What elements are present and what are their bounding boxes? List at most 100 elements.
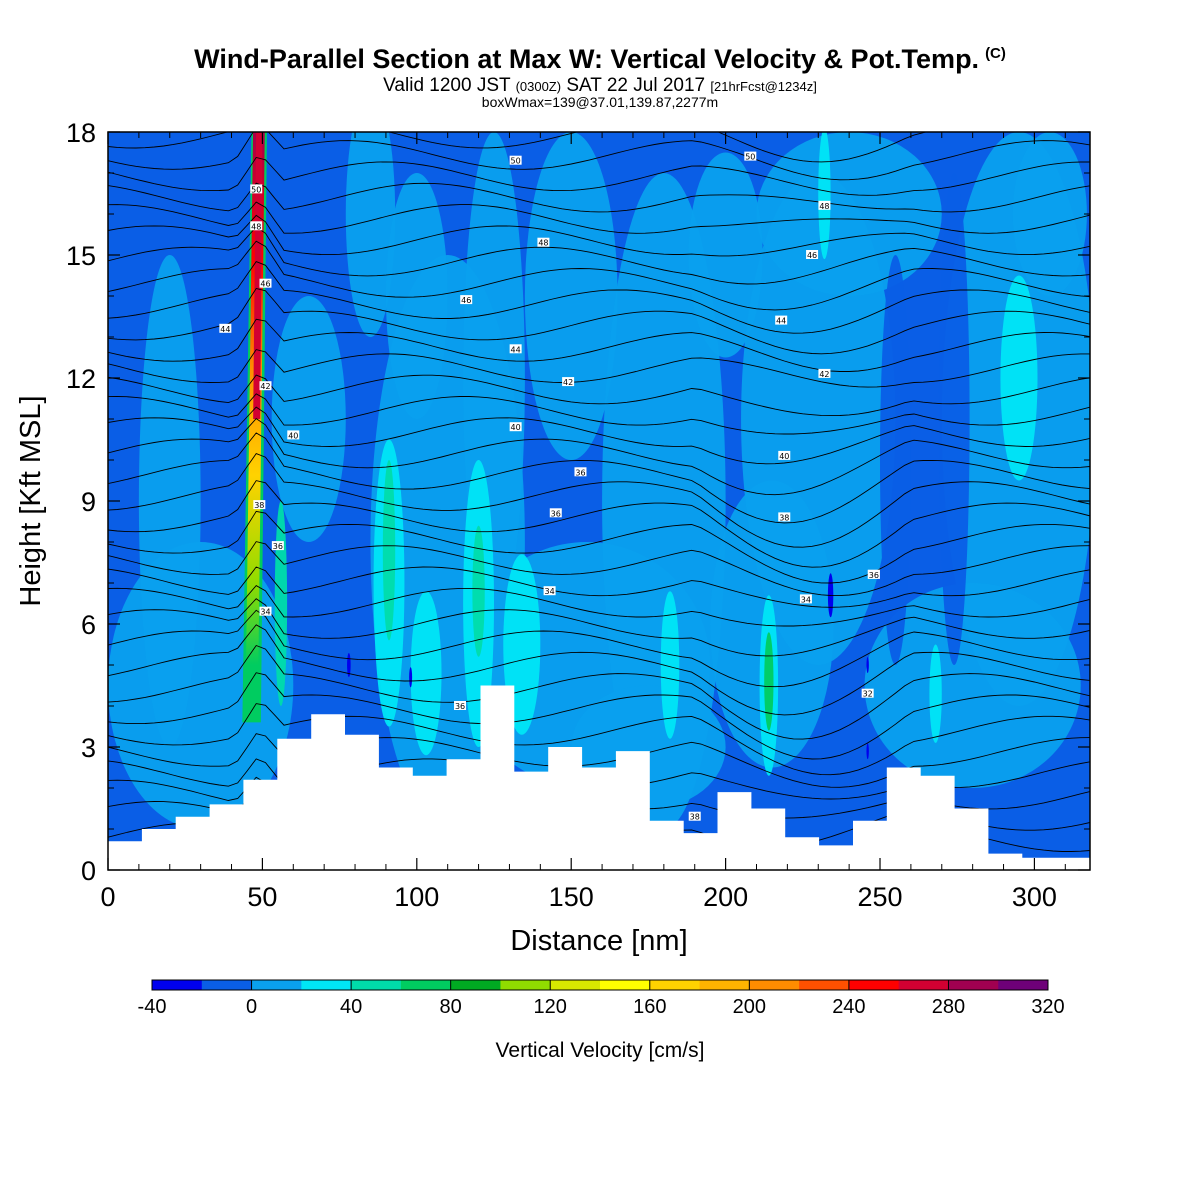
- colorbar-swatch: [600, 980, 651, 990]
- contour-label-text: 46: [260, 280, 270, 289]
- y-tick-label: 3: [81, 733, 96, 763]
- contour-label: 40: [287, 430, 300, 440]
- contour-label: 50: [744, 151, 757, 162]
- x-tick-label: 200: [703, 882, 748, 912]
- contour-label-bg: [806, 250, 819, 259]
- contour-label: 48: [537, 237, 550, 248]
- contour-label-bg: [259, 381, 272, 391]
- velocity-region: [472, 525, 485, 657]
- velocity-region: [880, 255, 911, 665]
- contour-label: 38: [778, 512, 791, 522]
- contour-label: 46: [259, 278, 272, 289]
- title-text: Wind-Parallel Section at Max W: Vertical…: [194, 44, 980, 74]
- contour-labels: 50 50 50 48 48 48 46 46 46 44 44 44 42 42 42 40 40 40 38 38…: [219, 151, 880, 822]
- colorbar-label: 0: [246, 996, 257, 1018]
- contour-label-bg: [253, 500, 266, 510]
- contour-label-text: 32: [863, 690, 873, 699]
- contour-label: 38: [253, 500, 266, 510]
- contour-label: 44: [509, 344, 522, 354]
- velocity-region: [385, 173, 448, 419]
- theta-contour-line: [108, 432, 1090, 524]
- contour-label-bg: [688, 811, 701, 821]
- contour-label-text: 34: [260, 608, 270, 617]
- contour-label-text: 40: [288, 431, 298, 440]
- theta-contour-line: [108, 585, 1090, 627]
- updraft-max: [253, 132, 263, 419]
- subtitle-zulu: (0300Z): [515, 79, 562, 94]
- velocity-region: [345, 132, 396, 337]
- theta-contour-line: [108, 226, 1090, 285]
- contour-label-text: 36: [869, 571, 879, 580]
- theta-contour-line: [108, 624, 1090, 716]
- colorbar-swatch: [152, 980, 203, 990]
- contour-label-text: 40: [511, 423, 521, 432]
- theta-contour-line: [108, 132, 1090, 181]
- contour-label-text: 36: [455, 702, 465, 711]
- theta-contour-line: [108, 261, 1090, 334]
- contour-label-text: 40: [779, 452, 789, 461]
- colorbar-label: 200: [733, 996, 766, 1018]
- contour-label-text: 44: [220, 325, 230, 334]
- contour-label-text: 42: [563, 378, 573, 387]
- y-tick-label: 9: [81, 487, 96, 517]
- contour-label-text: 38: [254, 501, 264, 510]
- colorbar-swatch: [301, 980, 352, 990]
- contour-label: 36: [549, 508, 562, 518]
- colorbar-label: 160: [633, 996, 666, 1018]
- velocity-region: [271, 296, 346, 542]
- velocity-region: [1012, 132, 1087, 296]
- contour-label: 48: [250, 221, 263, 231]
- contour-label: 44: [775, 315, 788, 326]
- theta-contour-line: [108, 480, 1090, 568]
- colorbar-swatch: [898, 980, 949, 990]
- contour-label: 34: [799, 594, 812, 604]
- contour-label: 40: [778, 450, 791, 461]
- velocity-region: [864, 583, 1081, 788]
- x-tick-label: 100: [394, 882, 439, 912]
- theta-contour-line: [108, 733, 1090, 788]
- contour-label-bg: [818, 368, 831, 378]
- contour-label-bg: [509, 344, 522, 354]
- colorbar-swatch: [201, 980, 253, 990]
- x-tick-label: 250: [857, 882, 902, 912]
- contour-label-bg: [543, 586, 556, 596]
- terrain: [108, 685, 1090, 870]
- contour-label-bg: [509, 422, 522, 432]
- colorbar-label: 120: [534, 996, 567, 1018]
- velocity-region: [660, 591, 680, 739]
- contour-label-text: 48: [251, 222, 261, 231]
- contour-label: 36: [454, 701, 467, 711]
- contour-label-bg: [460, 295, 473, 305]
- velocity-region: [756, 132, 942, 296]
- colorbar: -40 0 40 80 120 160 200 240 280 320: [138, 979, 1065, 1018]
- contour-label-text: 34: [544, 587, 554, 596]
- contour-label-bg: [219, 323, 232, 333]
- theta-contour-line: [108, 201, 1090, 234]
- contour-label-bg: [778, 450, 791, 460]
- contour-label-text: 36: [551, 509, 561, 518]
- colorbar-swatch: [251, 980, 302, 990]
- chart-title: Wind-Parallel Section at Max W: Vertical…: [0, 44, 1200, 75]
- theta-contour-line: [108, 541, 1090, 597]
- colorbar-label: 40: [340, 996, 362, 1018]
- theta-contour-line: [108, 240, 1090, 311]
- contour-label-text: 50: [251, 185, 261, 194]
- theta-contour-line: [108, 214, 1090, 257]
- theta-contour-line: [108, 598, 1090, 657]
- contour-label-bg: [454, 701, 467, 710]
- subtitle-forecast: [21hrFcst@1234z]: [710, 79, 817, 94]
- contour-label-bg: [250, 221, 263, 231]
- theta-contour-line: [108, 318, 1090, 372]
- x-tick-label: 50: [247, 882, 277, 912]
- contour-label-bg: [250, 184, 263, 194]
- colorbar-swatch: [848, 980, 900, 990]
- contour-label-bg: [744, 151, 757, 161]
- contour-label-text: 36: [575, 468, 585, 477]
- contour-label-bg: [287, 430, 300, 440]
- contour-label: 32: [861, 688, 874, 699]
- colorbar-swatch: [699, 980, 750, 990]
- contour-label-text: 34: [801, 595, 811, 604]
- theta-contour-line: [108, 609, 1090, 688]
